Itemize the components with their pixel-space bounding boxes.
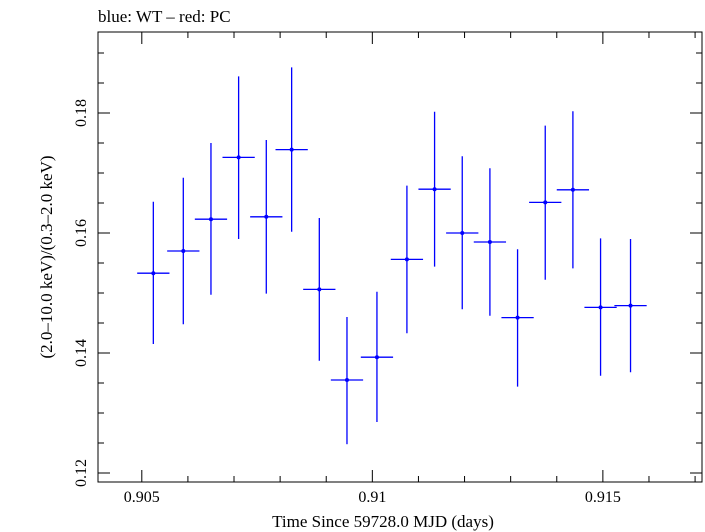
data-point (501, 249, 534, 387)
data-point (360, 291, 394, 422)
data-point (529, 125, 562, 280)
data-point (250, 140, 283, 294)
data-point (614, 239, 647, 373)
minor-ticks (98, 32, 702, 482)
point-marker (151, 271, 156, 276)
point-marker (317, 287, 322, 292)
point-marker (181, 249, 186, 253)
data-point (275, 67, 308, 232)
x-axis-label: Time Since 59728.0 MJD (days) (272, 512, 494, 531)
data-points (137, 67, 647, 445)
point-marker (374, 355, 379, 360)
point-marker (460, 231, 465, 235)
major-ticks (98, 32, 702, 482)
y-tick-label: 0.18 (73, 99, 90, 127)
data-point (473, 168, 507, 316)
y-tick-label: 0.14 (73, 339, 90, 367)
data-point (194, 143, 228, 295)
point-marker (598, 305, 603, 310)
point-marker (432, 187, 437, 192)
data-point (167, 177, 200, 325)
data-point (390, 185, 424, 334)
point-marker (289, 147, 294, 152)
plot-frame (97, 31, 703, 483)
point-marker (487, 240, 492, 244)
point-marker (208, 217, 213, 222)
y-tick-label: 0.12 (73, 459, 90, 487)
data-point (556, 111, 590, 269)
x-tick-label: 0.91 (358, 489, 386, 506)
point-marker (404, 257, 409, 262)
point-marker (515, 315, 520, 320)
point-marker (344, 378, 349, 382)
y-tick-labels: 0.12 0.14 0.16 0.18 (73, 99, 90, 487)
x-tick-label: 0.915 (585, 489, 621, 506)
data-point (584, 238, 617, 376)
x-tick-labels: 0.905 0.91 0.915 (124, 489, 621, 506)
data-point (446, 156, 479, 310)
point-marker (570, 187, 575, 192)
data-point (137, 201, 170, 344)
chart-title: blue: WT – red: PC (98, 7, 231, 26)
data-point (222, 76, 255, 239)
x-tick-label: 0.905 (124, 489, 160, 506)
point-marker (543, 200, 548, 205)
data-point (418, 111, 451, 267)
point-marker (264, 214, 269, 219)
data-point (330, 317, 364, 445)
data-point (303, 218, 336, 361)
y-tick-label: 0.16 (73, 219, 90, 247)
y-axis-label: (2.0–10.0 keV)/(0.3–2.0 keV) (37, 155, 56, 358)
point-marker (236, 155, 241, 160)
point-marker (628, 303, 633, 308)
